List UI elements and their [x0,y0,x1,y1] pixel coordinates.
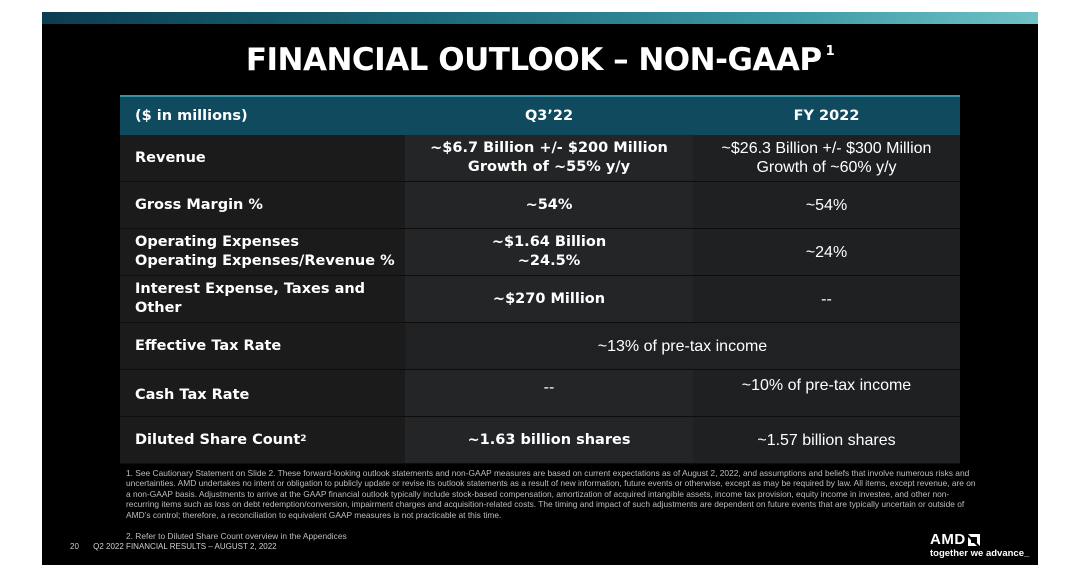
table-row-diluted: Diluted Share Count 2 ~1.63 billion share… [120,417,960,464]
table-row-cash-tax: Cash Tax Rate -- ~10% of pre-tax income [120,370,960,417]
table-row-gross-margin: Gross Margin % ~54% ~54% [120,182,960,229]
header-fy: FY 2022 [793,107,860,124]
footnote-2: 2. Refer to Diluted Share Count overview… [126,531,347,541]
revenue-q3: ~$6.7 Billion +/- $200 Million Growth of… [405,135,693,181]
page-footer: 20 Q2 2022 FINANCIAL RESULTS – AUGUST 2,… [70,542,277,551]
amd-arrow-icon [967,533,980,546]
table-row-revenue: Revenue ~$6.7 Billion +/- $200 Million G… [120,135,960,182]
logo-tagline: together we advance_ [930,548,1030,559]
diluted-q3: ~1.63 billion shares [405,417,693,463]
revenue-fy: ~$26.3 Billion +/- $300 Million Growth o… [693,135,960,181]
gross-margin-fy: ~54% [693,182,960,228]
table-row-interest: Interest Expense, Taxes and Other ~$270 … [120,276,960,323]
row-label: Operating Expenses Operating Expenses/Re… [135,234,395,269]
header-q3: Q3’22 [524,107,574,124]
cash-tax-q3: -- [405,370,693,416]
title-footnote-marker: 1 [825,44,835,59]
cash-tax-fy: ~10% of pre-tax income [693,370,960,416]
opex-fy: ~24% [693,229,960,275]
row-label: Diluted Share Count 2 [135,431,307,448]
outlook-table: ($ in millions) Q3’22 FY 2022 Revenue ~$… [120,95,960,464]
diluted-footnote-marker: 2 [300,433,307,444]
interest-q3: ~$270 Million [405,276,693,322]
table-row-effective-tax: Effective Tax Rate ~13% of pre-tax incom… [120,323,960,370]
top-gradient-bar [42,12,1038,24]
amd-logo: AMD together we advance_ [930,531,1038,559]
logo-brand: AMD [930,531,966,548]
header-units: ($ in millions) [135,107,248,124]
page-number: 20 [70,542,79,551]
row-label: Cash Tax Rate [135,386,250,403]
interest-fy: -- [693,276,960,322]
row-label: Revenue [135,149,206,166]
row-label: Effective Tax Rate [135,337,282,354]
row-label: Gross Margin % [135,196,263,213]
effective-tax-value: ~13% of pre-tax income [405,323,960,369]
table-header-row: ($ in millions) Q3’22 FY 2022 [120,95,960,135]
footnote-1: 1. See Cautionary Statement on Slide 2. … [126,468,976,520]
footer-text: Q2 2022 FINANCIAL RESULTS – AUGUST 2, 20… [93,542,277,551]
slide: FINANCIAL OUTLOOK – NON-GAAP 1 ($ in mill… [42,12,1038,565]
page-title: FINANCIAL OUTLOOK – NON-GAAP 1 [245,42,835,78]
opex-q3: ~$1.64 Billion ~24.5% [405,229,693,275]
row-label: Interest Expense, Taxes and Other [135,281,366,316]
table-row-opex: Operating Expenses Operating Expenses/Re… [120,229,960,276]
diluted-fy: ~1.57 billion shares [693,417,960,463]
gross-margin-q3: ~54% [405,182,693,228]
